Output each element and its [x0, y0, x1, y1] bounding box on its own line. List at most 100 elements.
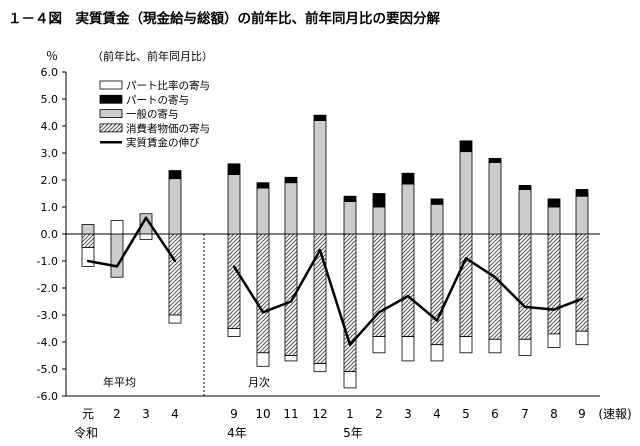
growth-point — [377, 311, 381, 314]
bar-segment — [488, 233, 502, 340]
growth-point — [580, 297, 584, 300]
bar-segment — [227, 233, 241, 329]
bar-segment — [372, 193, 386, 208]
growth-point — [435, 319, 439, 322]
legend-label: パートの寄与 — [126, 93, 189, 106]
y-tick-label: -2.0 — [37, 282, 58, 295]
bar-segment — [256, 187, 270, 235]
bar-segment — [518, 233, 532, 340]
y-tick-label: 2.0 — [41, 174, 59, 187]
bar-segment — [401, 183, 415, 235]
x-tick-label: 5 — [462, 407, 470, 421]
growth-point — [348, 343, 352, 346]
bar-segment — [547, 233, 561, 335]
bar-segment — [343, 201, 357, 235]
bar-segment — [168, 233, 182, 316]
bar-segment — [459, 233, 473, 337]
x-tick-label: 11 — [283, 407, 298, 421]
bar-segment — [459, 151, 473, 235]
bar-segment — [518, 184, 532, 190]
bar-segment — [313, 114, 327, 121]
legend-label: 一般の寄与 — [126, 108, 179, 121]
legend-label: パート比率の寄与 — [126, 79, 210, 92]
y-tick-label: 3.0 — [41, 147, 59, 160]
bar-segment — [459, 336, 473, 354]
bar-segment — [488, 338, 502, 354]
bar-segment — [168, 178, 182, 235]
bar-segment — [110, 220, 124, 235]
bar-segment — [575, 233, 589, 332]
bar-segment — [313, 363, 327, 373]
y-tick-label: 4.0 — [41, 120, 59, 133]
bar-segment — [227, 174, 241, 235]
legend-swatch — [99, 94, 123, 104]
x-tick-label: 2 — [375, 407, 383, 421]
bar-segment — [343, 233, 357, 373]
bar-segment — [284, 182, 298, 235]
bar-segment — [575, 189, 589, 197]
y-tick-label: 0.0 — [41, 228, 59, 241]
bar-segment — [547, 333, 561, 348]
bar-segment — [81, 233, 95, 248]
y-tick-label: 1.0 — [41, 201, 59, 214]
y-tick-label: 5.0 — [41, 93, 59, 106]
bar-segment — [372, 233, 386, 337]
bar-segment — [284, 355, 298, 362]
y-tick-label: -3.0 — [37, 309, 58, 322]
bar-segment — [401, 233, 415, 337]
growth-point — [86, 259, 90, 263]
legend-swatch — [99, 80, 123, 90]
chart-title: １－４図 実質賃金（現金給与総額）の前年比、前年同月比の要因分解 — [8, 10, 440, 27]
x-tick-label: 4 — [433, 407, 441, 421]
y-tick-label: -1.0 — [37, 255, 58, 268]
bar-segment — [430, 344, 444, 362]
growth-point — [144, 216, 148, 219]
bar-segment — [81, 224, 95, 235]
bar-segment — [547, 206, 561, 235]
bar-segment — [227, 328, 241, 338]
growth-point — [289, 300, 293, 303]
x-tick-label: 3 — [404, 407, 412, 421]
bar-segment — [256, 233, 270, 354]
bars — [81, 114, 589, 389]
x-tick-label: 元 — [82, 407, 94, 421]
chart-subtitle: （前年比、前年同月比） — [92, 49, 213, 63]
legend-swatch — [99, 109, 123, 118]
bar-segment — [518, 189, 532, 235]
bar-segment — [488, 162, 502, 235]
x-tick-label: 9 — [578, 407, 586, 421]
reiwa-label: 令和 — [74, 425, 98, 440]
growth-line — [86, 216, 584, 346]
year4-label: 4年 — [227, 426, 247, 440]
bar-segment — [168, 314, 182, 324]
bar-segment — [168, 170, 182, 180]
bar-segment — [575, 330, 589, 346]
bar-segment — [372, 206, 386, 235]
bar-segment — [343, 371, 357, 389]
x-tick-label: 3 — [142, 407, 150, 421]
x-axis-labels: 元 2 3 4 9 10 11 12 1 2 3 4 5 6 7 8 9 — [82, 407, 586, 421]
legend-label: 実質賃金の伸び — [126, 136, 200, 149]
growth-point — [318, 249, 322, 252]
y-tick-label: -6.0 — [37, 390, 58, 403]
bar-segment — [430, 198, 444, 205]
bar-segment — [81, 247, 95, 267]
bar-segment — [139, 233, 153, 240]
year5-label: 5年 — [343, 426, 363, 440]
legend-swatch — [99, 123, 123, 133]
y-axis-label: ％ — [46, 49, 58, 63]
x-tick-label: 6 — [491, 407, 499, 421]
bar-segment — [430, 203, 444, 235]
growth-point — [173, 259, 177, 263]
bar-segment — [313, 120, 327, 235]
monthly-label: 月次 — [248, 375, 270, 389]
x-tick-label: 4 — [171, 407, 179, 421]
x-tick-label: 2 — [113, 407, 121, 421]
growth-point — [493, 276, 497, 279]
bar-segment — [227, 163, 241, 176]
growth-point — [552, 308, 556, 311]
y-tick-label: -5.0 — [37, 363, 58, 376]
preliminary-label: (速報) — [598, 407, 631, 421]
growth-point — [523, 305, 527, 309]
